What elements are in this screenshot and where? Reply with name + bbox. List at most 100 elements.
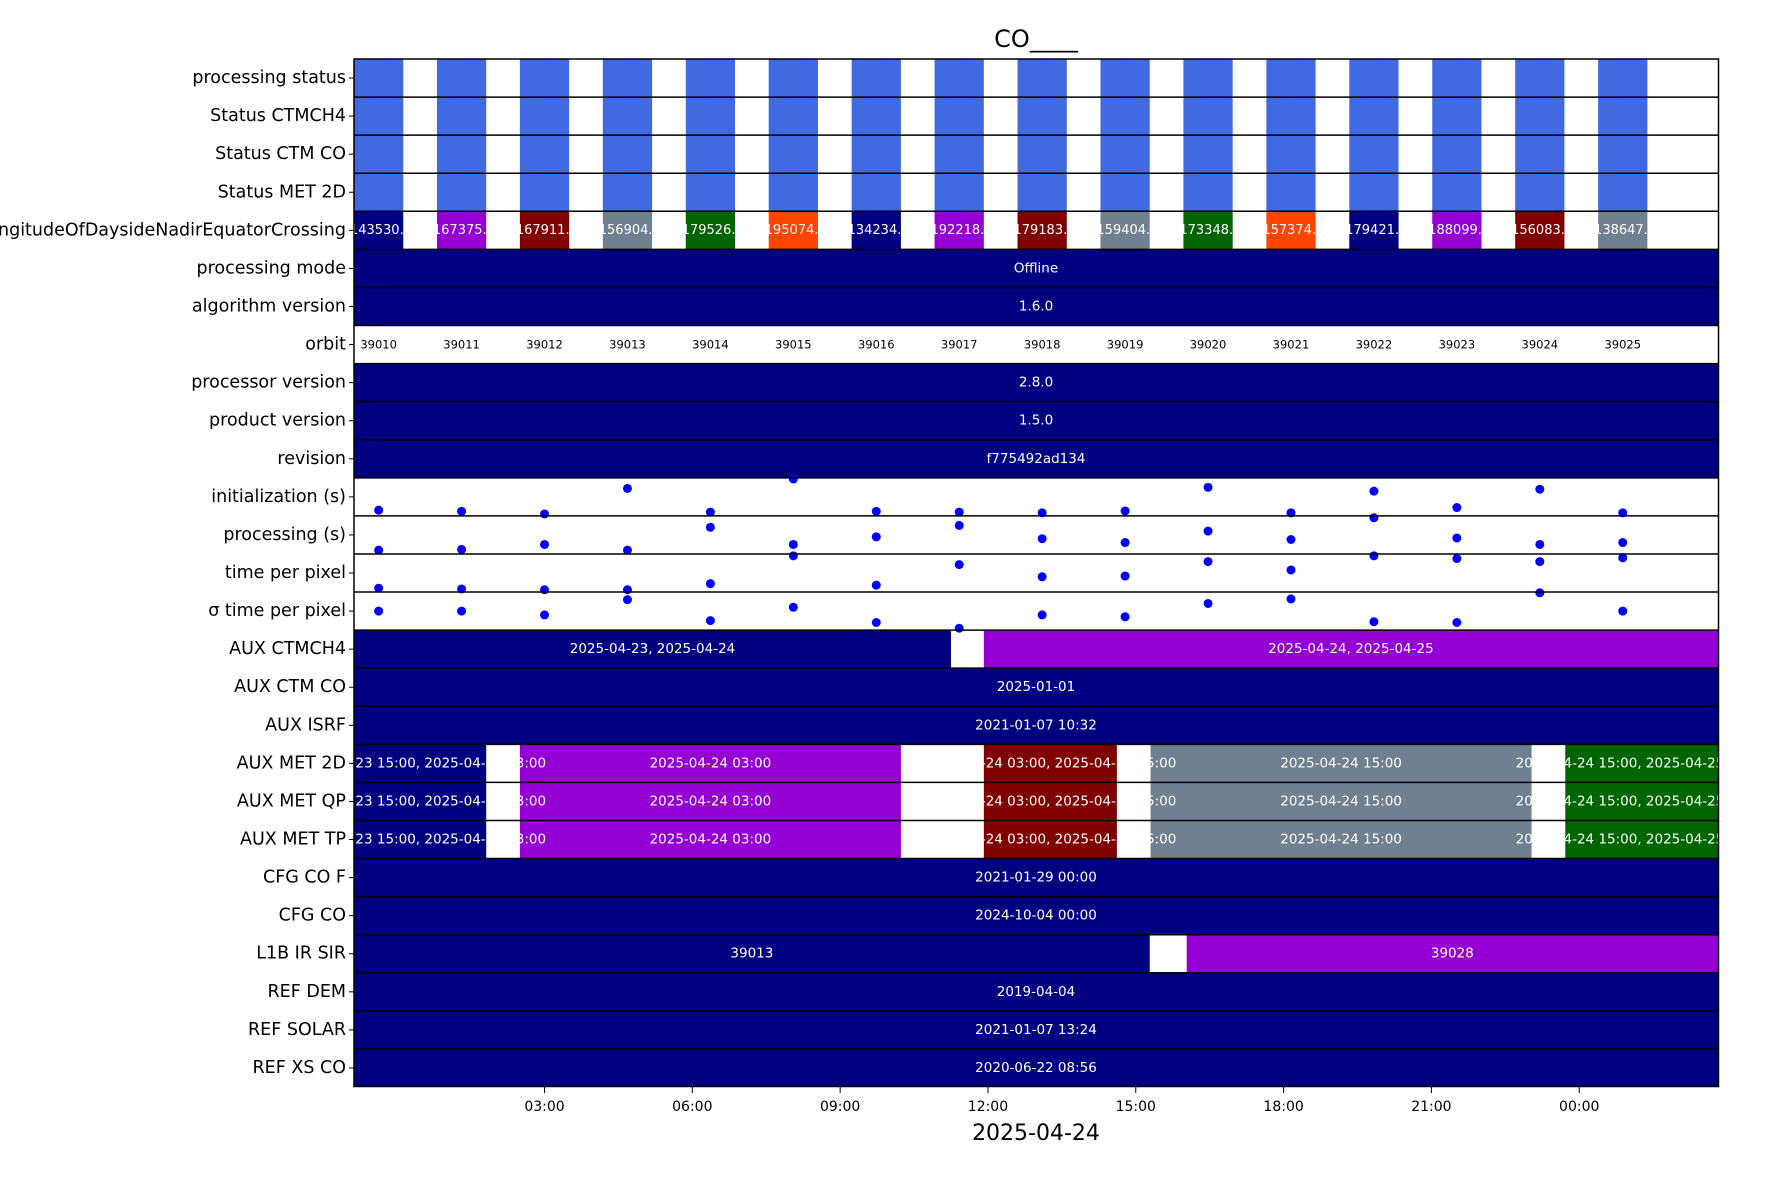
status-bar xyxy=(1100,135,1150,174)
row-label: σ time per pixel xyxy=(208,601,346,621)
data-point xyxy=(705,507,715,517)
span-label: 39028 xyxy=(1431,946,1474,962)
status-bar xyxy=(602,173,653,212)
span-label: 2025-04-24, 2025-04-25 xyxy=(1268,641,1434,657)
data-point xyxy=(622,483,632,493)
data-point xyxy=(788,474,798,484)
status-bar xyxy=(436,97,487,136)
longitude-bar xyxy=(1100,211,1150,250)
row-label: Status MET 2D xyxy=(218,182,346,202)
orbit-label: 39015 xyxy=(775,338,812,352)
row-label: LongitudeOfDaysideNadirEquatorCrossing xyxy=(0,220,346,240)
status-bar xyxy=(934,135,984,174)
status-bar xyxy=(768,173,818,212)
row-label: processor version xyxy=(191,373,346,393)
row-labels: processing status Status CTMCH4 Status CTM… xyxy=(0,68,354,1078)
row-label: AUX MET QP xyxy=(237,791,346,811)
data-point xyxy=(1120,538,1130,548)
span-label: 1.6.0 xyxy=(1019,298,1053,314)
span-bar xyxy=(354,934,1150,973)
span-label: 2025-04-23 15:00, 2025-04-24 03:00 xyxy=(294,755,546,771)
longitude-bar xyxy=(1515,211,1565,250)
orbit-label: 39017 xyxy=(941,338,978,352)
status-bar xyxy=(1183,97,1233,136)
longitude-label: -179421.3 xyxy=(1341,223,1408,238)
span-bar xyxy=(354,668,1718,707)
data-point xyxy=(1535,539,1545,549)
longitude-bar xyxy=(1598,211,1648,250)
data-point xyxy=(1618,606,1628,616)
span-label: Offline xyxy=(1014,260,1058,276)
status-bar xyxy=(1183,173,1233,212)
data-point xyxy=(1369,617,1379,627)
row-separators xyxy=(354,96,1718,1050)
span-label: 2021-01-07 10:32 xyxy=(975,717,1097,733)
data-point xyxy=(1535,557,1545,567)
data-point xyxy=(705,522,715,532)
longitude-bar xyxy=(768,211,818,250)
status-bar xyxy=(436,135,487,174)
status-bar xyxy=(1100,173,1150,212)
status-bar xyxy=(1598,173,1648,212)
span-bar xyxy=(354,896,1718,935)
span-label: 2019-04-04 xyxy=(997,984,1075,1000)
status-bar xyxy=(1598,135,1648,174)
status-bar xyxy=(1017,173,1067,212)
status-bar xyxy=(851,135,901,174)
status-bar xyxy=(768,97,818,136)
status-bar xyxy=(436,173,487,212)
data-point xyxy=(1535,588,1545,598)
span-bar xyxy=(354,287,1718,326)
status-bar xyxy=(1515,135,1565,174)
row-label: Status CTM CO xyxy=(215,144,346,164)
data-point xyxy=(374,545,384,555)
data-point xyxy=(1286,534,1296,544)
span-bar xyxy=(354,744,487,783)
row-label: AUX MET 2D xyxy=(237,753,346,773)
data-point xyxy=(1286,565,1296,575)
status-bar xyxy=(519,59,570,98)
longitude-bar xyxy=(1349,211,1399,250)
span-label: 2024-10-04 00:00 xyxy=(975,908,1097,924)
orbit-label: 39022 xyxy=(1356,338,1393,352)
span-bar xyxy=(354,363,1718,402)
orbit-label: 39010 xyxy=(360,338,397,352)
data-point xyxy=(1452,533,1462,543)
data-point xyxy=(954,623,964,633)
data-point xyxy=(1369,513,1379,523)
data-point xyxy=(374,583,384,593)
row-label: REF XS CO xyxy=(253,1058,347,1078)
span-bar xyxy=(354,401,1718,440)
orbit-label: 39024 xyxy=(1522,338,1559,352)
row-label: Status CTMCH4 xyxy=(210,106,346,126)
data-point xyxy=(788,551,798,561)
data-point xyxy=(1037,534,1047,544)
status-bar xyxy=(1349,97,1399,136)
data-point xyxy=(1535,484,1545,494)
orbit-label: 39014 xyxy=(692,338,729,352)
longitude-label: -195074.3 xyxy=(760,223,827,238)
span-bar xyxy=(983,782,1117,821)
row-label: processing (s) xyxy=(223,525,346,545)
status-bar xyxy=(685,97,736,136)
span-bar xyxy=(1150,744,1532,783)
longitude-label: -143530.8 xyxy=(345,223,412,238)
span-label: 2025-04-24 03:00, 2025-04-24 15:00 xyxy=(924,832,1176,848)
x-tick-label: 06:00 xyxy=(672,1099,712,1115)
longitude-bar xyxy=(1017,211,1067,250)
longitude-bar xyxy=(934,211,984,250)
status-bar xyxy=(685,173,736,212)
status-bar xyxy=(1100,97,1150,136)
data-point xyxy=(1203,482,1213,492)
data-point xyxy=(1618,538,1628,548)
status-bar xyxy=(1100,59,1150,98)
data-point xyxy=(622,545,632,555)
span-bar xyxy=(354,820,487,859)
status-bar xyxy=(851,97,901,136)
data-point xyxy=(871,532,881,542)
x-tick-label: 15:00 xyxy=(1116,1099,1156,1115)
span-label: 2025-04-24 03:00 xyxy=(650,832,772,848)
status-bar xyxy=(1432,135,1482,174)
span-label: 2025-04-23 15:00, 2025-04-24 03:00 xyxy=(294,832,546,848)
status-bar xyxy=(1266,173,1316,212)
